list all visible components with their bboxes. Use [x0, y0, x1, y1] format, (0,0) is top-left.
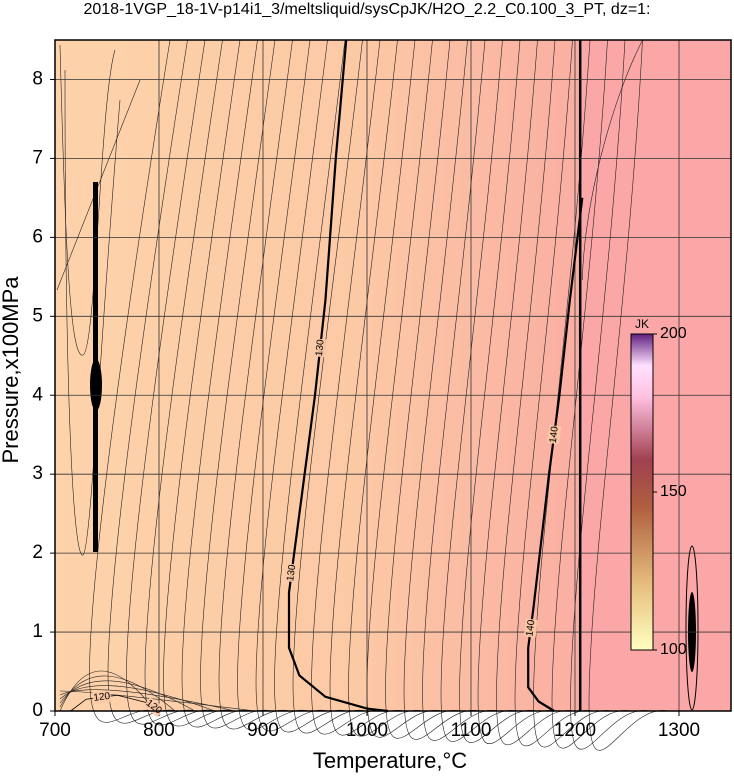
contour-line-thin — [56, 79, 141, 291]
contour-label: 140 — [548, 425, 561, 443]
plot-frame — [54, 39, 732, 712]
contour-line-thin — [237, 39, 311, 731]
contour-label-bg — [92, 690, 112, 705]
contour-line-thin — [329, 39, 404, 736]
contour-line-thin — [59, 689, 236, 712]
y-tick-label: 8 — [32, 68, 43, 89]
x-tick-label: 900 — [247, 720, 279, 741]
colorbar-tick-label: 200 — [660, 325, 687, 342]
contour-line-thin — [311, 39, 385, 735]
contour-line-thin — [348, 39, 423, 737]
contour-line-thin — [89, 39, 171, 723]
contour-line-thin — [514, 39, 593, 747]
field-background — [582, 40, 731, 711]
y-tick-label: 5 — [32, 305, 43, 326]
contour-line-thin — [181, 39, 258, 728]
colorbar-tick-label: 150 — [660, 483, 687, 500]
x-tick-label: 800 — [143, 720, 175, 741]
anomaly — [90, 359, 102, 411]
contour-line-thin — [496, 39, 574, 746]
contour-line-thin — [366, 39, 442, 738]
contour-line-thin — [588, 39, 669, 751]
x-tick-label: 1100 — [451, 720, 492, 741]
y-tick-label: 0 — [32, 700, 43, 721]
x-tick-label: 1300 — [658, 720, 700, 741]
x-tick-label: 1200 — [554, 720, 596, 741]
x-tick-label: 700 — [39, 720, 71, 741]
contour-line-thin — [459, 39, 537, 743]
contour-line-thin — [144, 39, 223, 726]
contour-line-thin — [59, 670, 156, 712]
contour-label: 130 — [314, 339, 327, 357]
contour-line-thin — [200, 39, 276, 729]
y-tick-label: 6 — [32, 226, 43, 247]
contour-line-thin — [255, 39, 329, 732]
x-axis-label: Temperature,°C — [313, 748, 467, 773]
y-tick-label: 1 — [32, 621, 43, 642]
contour-line-thin — [440, 39, 518, 742]
contour-line-thin — [59, 690, 256, 712]
contour-line-thin — [218, 39, 293, 730]
contour-line-thin — [59, 675, 176, 712]
contour-line-thin — [64, 69, 121, 556]
colorbar — [630, 333, 654, 651]
contour-line-thin — [59, 685, 216, 712]
contour-line-thin — [570, 39, 650, 750]
y-tick-label: 7 — [32, 147, 43, 168]
contour-label: 120 — [93, 691, 111, 704]
y-tick-label: 2 — [32, 542, 43, 563]
contour-line-thin — [385, 39, 461, 739]
contour-line-thin — [59, 680, 196, 712]
contour-line-thin — [403, 39, 480, 740]
contour-line-thin — [581, 39, 643, 281]
contour-label-bg — [313, 338, 328, 358]
contour-line — [527, 197, 584, 712]
contour-line-thin — [59, 44, 116, 356]
anomaly — [685, 545, 699, 711]
contour-label-bg — [143, 696, 165, 718]
contour-line-thin — [107, 39, 188, 724]
colorbar-label: JK — [635, 317, 649, 331]
y-axis-label: Pressure,x100MPa — [0, 276, 23, 464]
y-tick-label: 4 — [32, 384, 43, 405]
contour-label-bg — [523, 618, 538, 638]
contour-line-thin — [163, 39, 241, 727]
contour-label-bg — [547, 424, 562, 445]
contour-line-thin — [551, 39, 631, 749]
contour-line-thin — [292, 39, 366, 734]
colorbar-tick-label: 100 — [660, 641, 687, 658]
contour-label-bg — [284, 563, 299, 583]
contour-line-thin — [477, 39, 555, 745]
contour-line-thin — [274, 39, 348, 733]
contour-label: 140 — [524, 619, 537, 637]
x-tick-label: 1000 — [346, 720, 388, 741]
contour-line-thin — [422, 39, 499, 741]
contour-label: 130 — [285, 563, 298, 581]
chart-title: 2018-1VGP_18-1V-p14i1_3/meltsliquid/sysC… — [83, 1, 650, 18]
y-tick-label: 3 — [32, 463, 43, 484]
